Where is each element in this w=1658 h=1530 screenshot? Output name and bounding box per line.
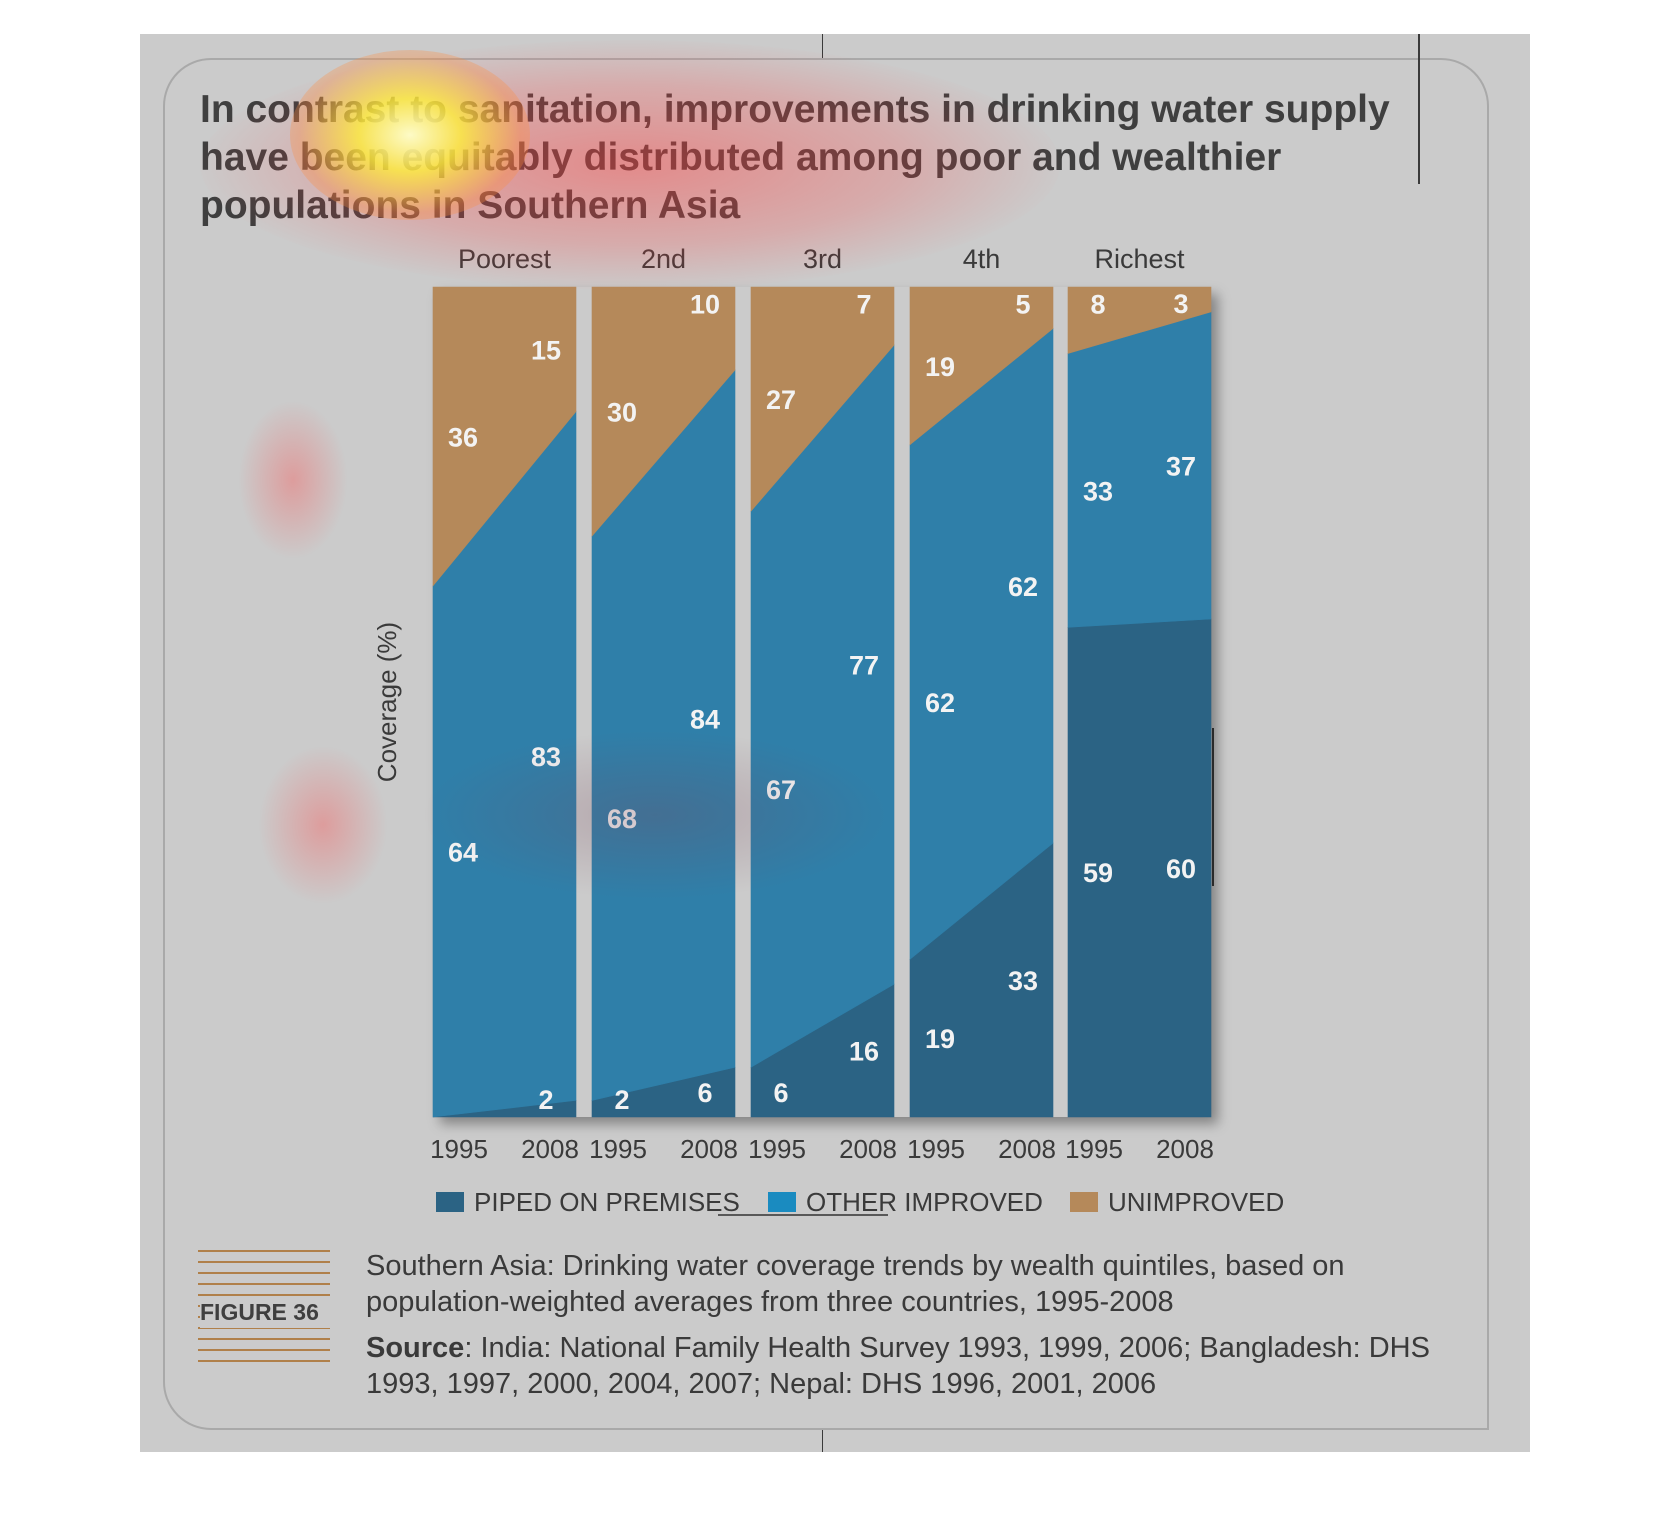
value-label: 68 xyxy=(607,804,637,834)
legend-swatch xyxy=(436,1192,464,1212)
group-labels: Poorest 2nd 3rd 4th Richest xyxy=(458,244,1185,274)
source-text: Source: India: National Family Health Su… xyxy=(366,1330,1476,1402)
panels xyxy=(432,286,1212,1118)
legend-swatch xyxy=(1070,1192,1098,1212)
legend: PIPED ON PREMISES OTHER IMPROVED UNIMPROVE… xyxy=(436,1187,1284,1217)
x-tick-label: 2008 xyxy=(998,1134,1056,1164)
x-tick-label: 1995 xyxy=(907,1134,965,1164)
divider-line xyxy=(1418,34,1420,184)
value-label: 59 xyxy=(1083,858,1113,888)
value-label: 77 xyxy=(849,651,879,681)
value-label: 10 xyxy=(690,290,720,320)
caption-block: Southern Asia: Drinking water coverage t… xyxy=(366,1248,1476,1412)
x-tick-label: 2008 xyxy=(1156,1134,1214,1164)
panel-richest xyxy=(1067,286,1212,1118)
value-label: 30 xyxy=(607,398,637,428)
group-label: 2nd xyxy=(641,244,686,274)
value-label: 2 xyxy=(614,1085,629,1115)
legend-label: OTHER IMPROVED xyxy=(806,1187,1043,1217)
panel-4th xyxy=(909,286,1054,1118)
value-label: 16 xyxy=(849,1037,879,1067)
panel-poorest xyxy=(432,286,577,1118)
value-label: 60 xyxy=(1166,854,1196,884)
value-label: 64 xyxy=(448,837,478,867)
source-body: : India: National Family Health Survey 1… xyxy=(366,1332,1430,1400)
value-label: 15 xyxy=(531,335,561,365)
value-label: 19 xyxy=(925,1024,955,1054)
divider-line xyxy=(822,34,823,58)
group-label: 3rd xyxy=(803,244,842,274)
panel-3rd xyxy=(750,286,895,1118)
legend-swatch xyxy=(768,1192,796,1212)
caption-text: Southern Asia: Drinking water coverage t… xyxy=(366,1250,1345,1318)
y-axis-label: Coverage (%) xyxy=(372,622,402,782)
value-label: 8 xyxy=(1090,290,1105,320)
value-label: 2 xyxy=(538,1085,553,1115)
value-label: 83 xyxy=(531,742,561,772)
area-unimproved xyxy=(909,286,1054,446)
value-label: 6 xyxy=(697,1078,712,1108)
value-label: 84 xyxy=(690,705,720,735)
value-label: 33 xyxy=(1083,476,1113,506)
x-tick-label: 2008 xyxy=(839,1134,897,1164)
group-label: Poorest xyxy=(458,244,552,274)
figure-label: FIGURE 36 xyxy=(200,1297,330,1328)
x-tick-label: 2008 xyxy=(521,1134,579,1164)
value-label: 6 xyxy=(773,1078,788,1108)
source-label: Source xyxy=(366,1332,465,1364)
value-label: 5 xyxy=(1015,290,1030,320)
value-label: 19 xyxy=(925,352,955,382)
divider-line xyxy=(1212,728,1214,886)
value-label: 36 xyxy=(448,422,478,452)
x-tick-label: 2008 xyxy=(680,1134,738,1164)
x-tick-label: 1995 xyxy=(589,1134,647,1164)
x-tick-label: 1995 xyxy=(1065,1134,1123,1164)
figure-frame xyxy=(163,58,1489,1430)
group-label: 4th xyxy=(963,244,1001,274)
area-unimproved xyxy=(591,286,736,537)
value-label: 7 xyxy=(856,290,871,320)
value-label: 27 xyxy=(766,385,796,415)
panel-2nd xyxy=(591,286,736,1118)
divider-line xyxy=(822,1430,823,1452)
x-tick-label: 1995 xyxy=(748,1134,806,1164)
year-labels: 1995 2008 1995 2008 1995 2008 1995 2008 1995 2008 xyxy=(430,1134,1214,1164)
group-label: Richest xyxy=(1094,244,1185,274)
value-label: 33 xyxy=(1008,966,1038,996)
value-label: 67 xyxy=(766,775,796,805)
value-label: 37 xyxy=(1166,451,1196,481)
value-label: 62 xyxy=(1008,572,1038,602)
area-unimproved xyxy=(432,286,577,587)
area-unimproved xyxy=(1067,286,1212,354)
area-unimproved xyxy=(750,286,895,512)
x-tick-label: 1995 xyxy=(430,1134,488,1164)
value-label: 3 xyxy=(1173,289,1188,319)
legend-label: UNIMPROVED xyxy=(1108,1187,1284,1217)
value-label: 62 xyxy=(925,688,955,718)
legend-label: PIPED ON PREMISES xyxy=(474,1187,740,1217)
